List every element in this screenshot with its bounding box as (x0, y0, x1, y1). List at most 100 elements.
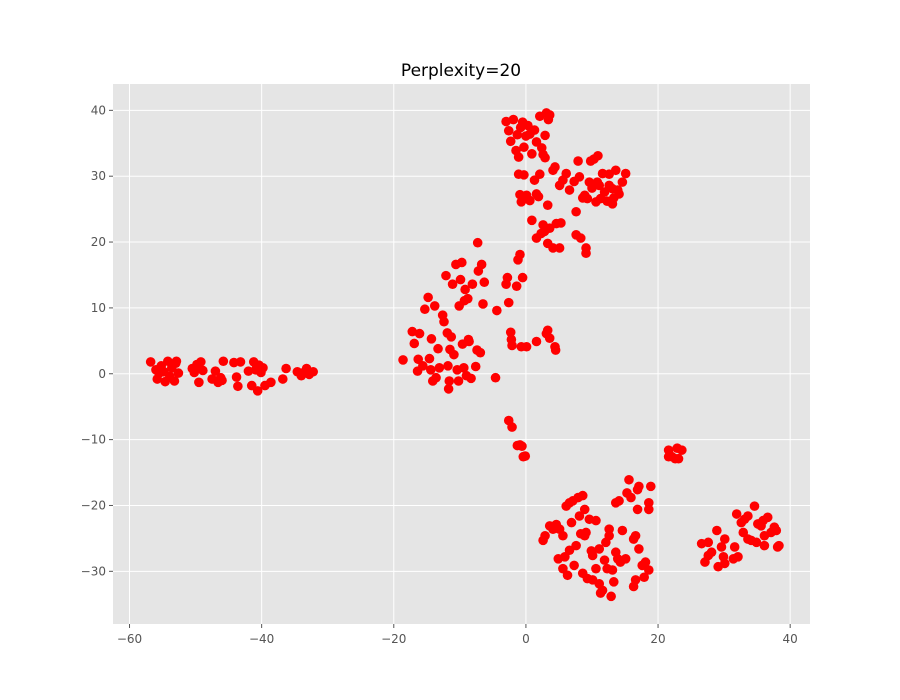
scatter-point (604, 524, 614, 534)
scatter-point (511, 281, 522, 291)
scatter-point (593, 150, 603, 161)
scatter-point (466, 373, 476, 384)
scatter-point (558, 530, 568, 541)
scatter-point (599, 555, 610, 565)
scatter-point (607, 199, 618, 209)
scatter-point (634, 481, 644, 492)
scatter-point (472, 237, 483, 248)
scatter-point (536, 228, 546, 239)
x-tick-label: −60 (117, 632, 142, 646)
scatter-point (751, 537, 762, 548)
scatter-point (231, 372, 242, 382)
scatter-point (540, 530, 550, 541)
scatter-point (640, 557, 651, 567)
scatter-point (617, 177, 628, 187)
scatter-point (571, 206, 581, 217)
scatter-point (544, 333, 555, 343)
scatter-point (587, 550, 598, 561)
scatter-point (574, 172, 585, 182)
scatter-point (626, 492, 636, 503)
scatter-point (173, 368, 184, 378)
scatter-point (446, 332, 457, 342)
scatter-point (218, 356, 229, 367)
scatter-point (423, 292, 433, 303)
scatter-point (529, 125, 540, 135)
scatter-point (719, 534, 730, 544)
scatter-point (531, 336, 542, 347)
scatter-point (594, 544, 605, 554)
scatter-point (217, 375, 227, 386)
scatter-point (733, 552, 743, 562)
scatter-point (233, 381, 243, 392)
scatter-point (513, 152, 524, 162)
scatter-point (542, 200, 553, 210)
scatter-point (634, 544, 644, 554)
scatter-point (581, 248, 591, 259)
x-tick-label: 20 (650, 632, 665, 646)
scatter-point (507, 340, 517, 351)
scatter-point (573, 156, 583, 166)
plot-area (113, 84, 810, 624)
scatter-point (620, 168, 631, 179)
scatter-point (550, 162, 560, 172)
scatter-point (171, 356, 182, 367)
scatter-point (577, 490, 588, 501)
scatter-point (639, 572, 649, 583)
scatter-point (503, 297, 514, 308)
scatter-point (449, 349, 459, 360)
scatter-point (512, 129, 523, 140)
scatter-point (409, 338, 420, 349)
scatter-point (571, 230, 581, 240)
scatter-point (414, 328, 425, 339)
scatter-point (574, 511, 585, 521)
x-tick-label: 0 (522, 632, 530, 646)
scatter-point (478, 299, 488, 309)
scatter-point (540, 152, 550, 163)
scatter-point (516, 197, 527, 207)
scatter-point (607, 565, 618, 575)
scatter-point (540, 130, 550, 141)
scatter-point (749, 501, 760, 511)
scatter-point (620, 554, 631, 564)
y-tick-label: −30 (81, 564, 106, 578)
scatter-point (566, 517, 577, 528)
scatter-point (703, 537, 714, 548)
scatter-point (426, 334, 437, 344)
scatter-point (564, 185, 575, 195)
scatter-point (508, 114, 519, 125)
scatter-point (407, 326, 418, 337)
scatter-point (643, 504, 654, 515)
scatter-point (771, 525, 782, 536)
scatter-point (562, 570, 573, 581)
scatter-point (712, 525, 722, 536)
scatter-point (455, 274, 466, 285)
scatter-point (544, 110, 555, 120)
scatter-point (582, 193, 593, 204)
scatter-point (554, 243, 565, 253)
x-tick-label: 40 (783, 632, 798, 646)
scatter-point (645, 481, 656, 492)
scatter-point (643, 565, 654, 575)
scatter-point (420, 304, 430, 315)
scatter-point (308, 366, 318, 377)
scatter-point (490, 372, 501, 383)
x-tick-label: −20 (381, 632, 406, 646)
y-tick-label: 0 (98, 367, 106, 381)
scatter-point (527, 149, 537, 159)
scatter-point (467, 279, 478, 289)
scatter-point (505, 136, 516, 147)
scatter-point (443, 361, 453, 371)
scatter-point (542, 325, 553, 336)
scatter-point (447, 279, 458, 289)
y-tick-label: −10 (81, 433, 106, 447)
y-tick-label: 10 (91, 301, 106, 315)
scatter-point (521, 341, 532, 352)
scatter-point (677, 445, 687, 455)
scatter-point (519, 142, 529, 153)
scatter-point (517, 441, 527, 451)
scatter-point (470, 361, 481, 372)
scatter-point (243, 366, 254, 376)
x-tick-label: −40 (249, 632, 274, 646)
scatter-point (550, 345, 561, 355)
scatter-point (630, 530, 641, 541)
